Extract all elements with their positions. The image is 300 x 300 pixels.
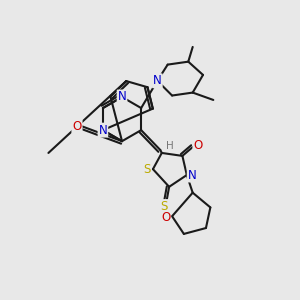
Text: O: O <box>72 120 82 133</box>
Text: S: S <box>143 163 150 176</box>
Text: O: O <box>161 211 170 224</box>
Text: N: N <box>98 124 107 136</box>
Text: H: H <box>166 141 174 151</box>
Text: N: N <box>188 169 197 182</box>
Text: O: O <box>194 139 202 152</box>
Text: S: S <box>160 200 167 213</box>
Text: N: N <box>153 74 162 87</box>
Text: N: N <box>118 91 126 103</box>
